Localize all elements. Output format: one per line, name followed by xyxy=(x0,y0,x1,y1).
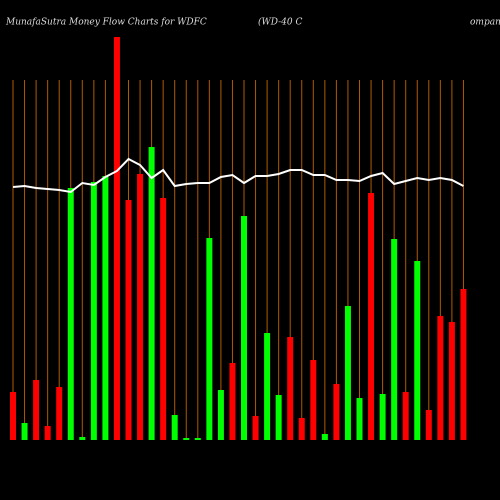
bar xyxy=(194,438,201,440)
bar xyxy=(460,289,467,440)
bar xyxy=(206,238,213,440)
bar xyxy=(425,410,432,440)
bar xyxy=(229,363,236,440)
bar xyxy=(344,306,351,440)
bar xyxy=(448,322,455,440)
bar xyxy=(125,200,132,440)
bar xyxy=(171,415,178,440)
bar xyxy=(10,392,16,440)
bar xyxy=(102,176,109,440)
chart-subtitle: (WD-40 C xyxy=(258,17,302,28)
bar xyxy=(113,37,120,440)
bar xyxy=(252,416,259,440)
bar xyxy=(44,426,51,440)
bar xyxy=(437,316,444,440)
bar xyxy=(33,380,40,440)
bar xyxy=(56,387,63,440)
bar xyxy=(368,193,375,440)
bar xyxy=(414,261,421,440)
bar xyxy=(310,360,317,440)
bar xyxy=(67,188,74,440)
bar xyxy=(321,434,328,440)
chart-subtitle-tail: ompany xyxy=(470,18,500,28)
chart-title: MunafaSutra Money Flow Charts for WDFC xyxy=(5,18,207,28)
bar xyxy=(217,390,224,440)
bar xyxy=(402,392,409,440)
bar xyxy=(379,394,386,440)
bar xyxy=(241,216,247,440)
bar xyxy=(287,337,294,440)
bar xyxy=(21,423,28,440)
bar xyxy=(79,437,86,440)
bar xyxy=(148,147,155,440)
bar xyxy=(275,395,282,440)
bar xyxy=(183,438,190,440)
bar xyxy=(356,398,363,440)
money-flow-line xyxy=(12,157,464,194)
bar xyxy=(298,418,305,440)
bar xyxy=(160,198,167,440)
bar xyxy=(90,182,97,440)
bar xyxy=(391,239,398,440)
bar xyxy=(264,333,271,440)
bar xyxy=(333,384,340,440)
bar xyxy=(137,174,144,440)
